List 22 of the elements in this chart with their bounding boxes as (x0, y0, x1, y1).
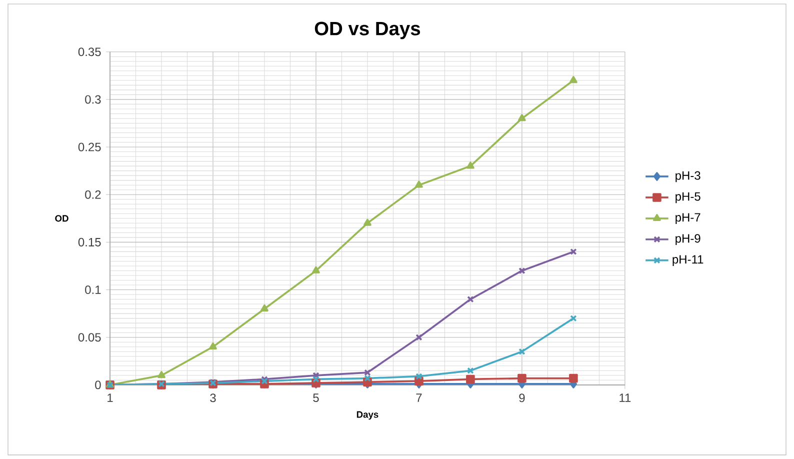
y-tick-label: 0.15 (78, 238, 101, 246)
x-tick-label: 3 (210, 394, 216, 402)
x-tick-label: 5 (313, 394, 319, 402)
x-tick-label: 1 (108, 394, 113, 402)
y-tick-label: 0.3 (85, 95, 101, 104)
y-tick-label: 0.2 (85, 190, 101, 199)
x-tick-label: 9 (519, 394, 525, 402)
x-tick-label: 11 (620, 394, 631, 402)
legend-label: pH-7 (676, 213, 700, 224)
legend-label: pH-9 (676, 234, 700, 246)
y-axis-title: OD (55, 215, 68, 222)
y-tick-label: 0.1 (85, 286, 101, 294)
y-tick-label: 0.25 (78, 142, 101, 152)
y-tick-label: 0.35 (78, 48, 101, 56)
legend-label: pH-11 (672, 255, 704, 266)
legend-label: pH-5 (676, 192, 700, 204)
y-tick-label: 0 (95, 380, 101, 390)
x-axis-title: Days (356, 411, 378, 420)
y-tick-label: 0.05 (78, 333, 101, 342)
legend-label: pH-3 (676, 171, 700, 182)
chart-title: OD vs Days (314, 22, 420, 40)
x-tick-label: 7 (416, 394, 422, 402)
